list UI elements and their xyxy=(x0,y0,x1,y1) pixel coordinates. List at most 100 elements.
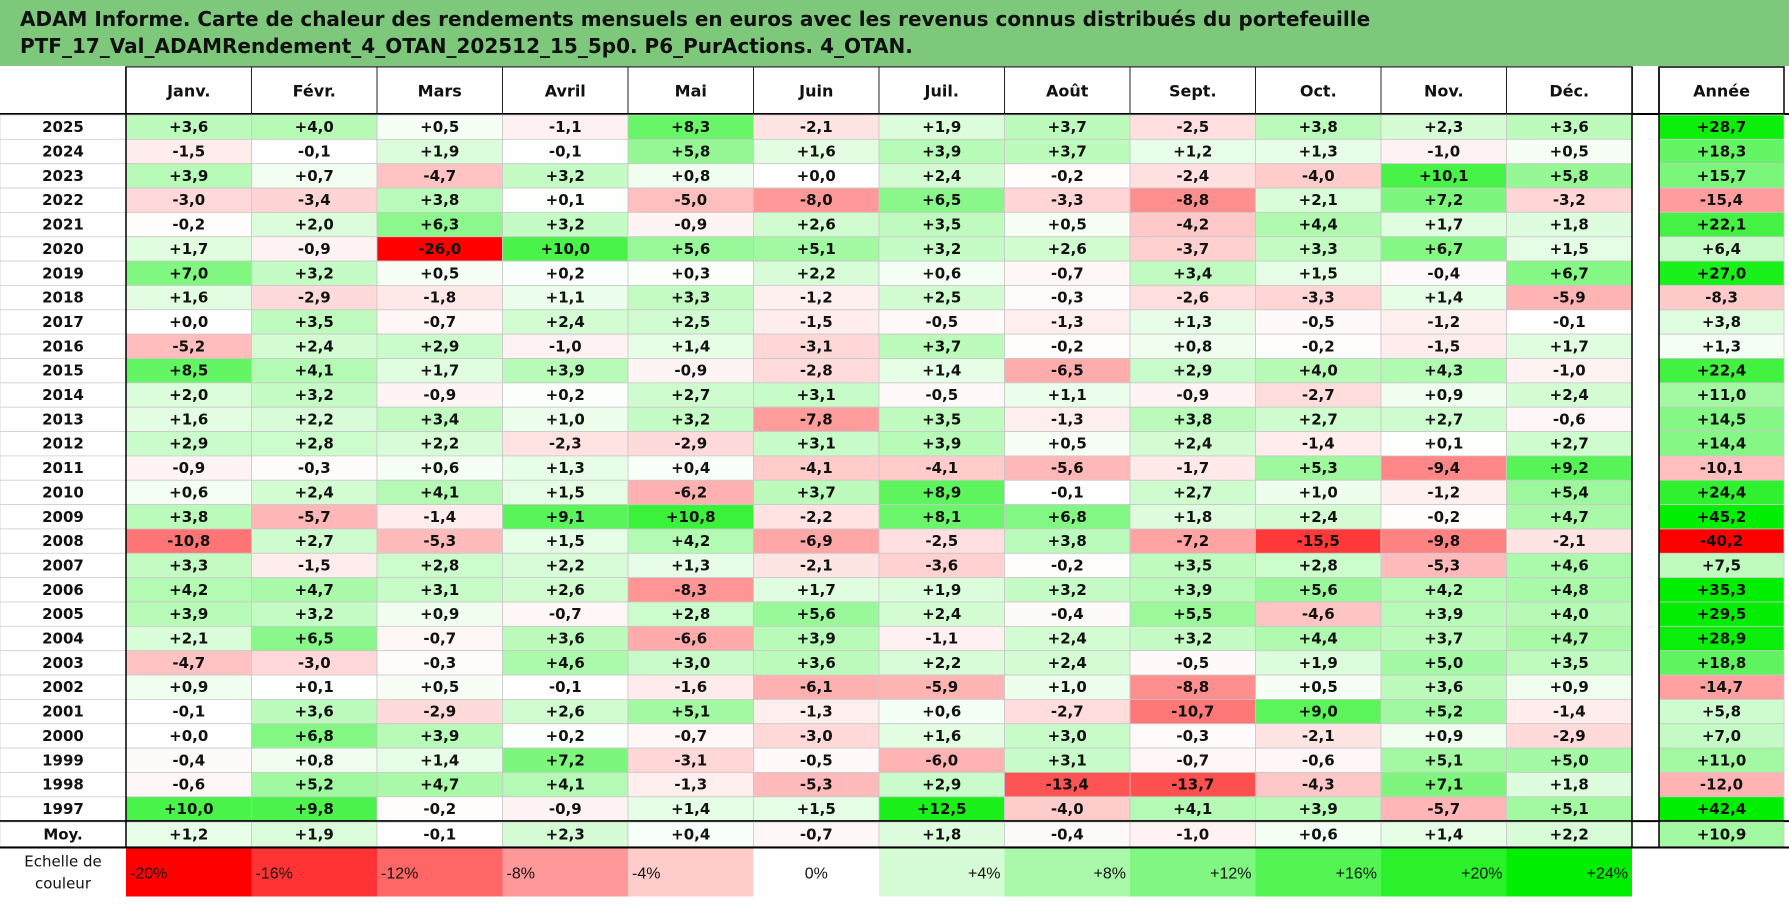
heatmap-row-value: +3,2 xyxy=(295,264,334,282)
heatmap-row-value: +1,7 xyxy=(797,581,836,599)
heatmap-row-value: -0,2 xyxy=(172,216,205,234)
heatmap-row-cell xyxy=(753,601,880,627)
heatmap-row-value: -4,1 xyxy=(800,459,833,477)
heatmap-row-cell xyxy=(878,260,1005,286)
heatmap-row-value: -2,6 xyxy=(1176,289,1209,307)
scale-swatch xyxy=(879,848,1005,897)
heatmap-row-value: -0,1 xyxy=(172,703,205,721)
heatmap-row-cell xyxy=(1380,236,1507,262)
heatmap-row-label: 2017 xyxy=(42,313,84,331)
heatmap-row-cell xyxy=(627,455,754,481)
heatmap-row-value: -9,8 xyxy=(1427,532,1460,550)
heatmap-row-value: -2,9 xyxy=(1553,727,1586,745)
heatmap-row-label-cell xyxy=(0,382,127,408)
heatmap-row-value: +3,9 xyxy=(169,605,208,623)
heatmap-row-value: +3,9 xyxy=(1299,800,1338,818)
average-row-cell xyxy=(753,821,880,847)
heatmap-row-cell xyxy=(1129,285,1256,311)
heatmap-row-value: -8,3 xyxy=(674,581,707,599)
heatmap-row-cell xyxy=(753,699,880,725)
heatmap-row-value: +1,0 xyxy=(1048,678,1087,696)
heatmap-row-cell xyxy=(1129,504,1256,530)
heatmap-row-cell xyxy=(627,236,754,262)
month-header-cell xyxy=(627,66,754,115)
heatmap-row-cell xyxy=(1255,236,1382,262)
heatmap-row-cell xyxy=(376,747,503,773)
heatmap-row-cell xyxy=(1380,528,1507,554)
heatmap-row-label: 2004 xyxy=(42,630,84,648)
average-row-value: -1,0 xyxy=(1176,825,1209,843)
average-row-year-value: +10,9 xyxy=(1697,825,1747,843)
heatmap-row-cell xyxy=(753,772,880,798)
heatmap-row-value: -1,5 xyxy=(298,556,331,574)
heatmap-row-value: -0,2 xyxy=(1427,508,1460,526)
heatmap-row-cell xyxy=(627,772,754,798)
heatmap-row-year-value: +7,0 xyxy=(1702,727,1741,745)
heatmap-row-cell xyxy=(1380,333,1507,359)
month-header-cell xyxy=(1129,66,1256,115)
heatmap-row-value: -2,1 xyxy=(1302,727,1335,745)
heatmap-row-value: +2,1 xyxy=(1299,191,1338,209)
heatmap-row-cell xyxy=(1255,406,1382,432)
heatmap-row-year-value: +35,3 xyxy=(1697,581,1747,599)
heatmap-row-value: +8,5 xyxy=(169,362,208,380)
heatmap-row-value: +4,7 xyxy=(295,581,334,599)
heatmap-row-cell xyxy=(753,650,880,676)
heatmap-row-cell xyxy=(1004,552,1131,579)
heatmap-row-value: -4,7 xyxy=(423,167,456,185)
heatmap-row-value: +4,0 xyxy=(1550,605,1589,623)
heatmap-row-label: 2022 xyxy=(42,191,84,209)
heatmap-row-value: +3,4 xyxy=(420,410,459,428)
heatmap-row-label: 2003 xyxy=(42,654,84,672)
heatmap-row-value: +2,8 xyxy=(420,556,459,574)
heatmap-row-year-cell xyxy=(1658,796,1785,822)
heatmap-row-value: +3,6 xyxy=(169,118,208,136)
heatmap-row-value: -1,5 xyxy=(800,313,833,331)
heatmap-row-value: +3,9 xyxy=(420,727,459,745)
heatmap-row-value: +1,9 xyxy=(922,581,961,599)
heatmap-row-value: +3,5 xyxy=(1550,654,1589,672)
heatmap-row-value: +3,8 xyxy=(420,191,459,209)
month-header-label: Nov. xyxy=(1424,82,1464,101)
heatmap-row-cell xyxy=(1255,309,1382,335)
heatmap-row-value: +2,7 xyxy=(1424,410,1463,428)
heatmap-row-cell xyxy=(1380,479,1507,506)
heatmap-row-cell xyxy=(1129,236,1256,262)
heatmap-row-cell xyxy=(376,625,503,652)
heatmap-row-cell xyxy=(1506,333,1633,359)
heatmap-row-value: -2,5 xyxy=(1176,118,1209,136)
heatmap-row-cell xyxy=(376,309,503,335)
heatmap-row-cell xyxy=(1255,455,1382,481)
heatmap-row-value: +5,6 xyxy=(671,240,710,258)
heatmap-row-value: +10,8 xyxy=(666,508,716,526)
heatmap-row-value: -0,4 xyxy=(1427,264,1460,282)
heatmap-row-year-value: +14,5 xyxy=(1697,410,1747,428)
heatmap-row-value: +3,2 xyxy=(922,240,961,258)
heatmap-row-label: 2006 xyxy=(42,581,84,599)
heatmap-row-value: +2,7 xyxy=(671,386,710,404)
heatmap-row-year-value: -10,1 xyxy=(1700,459,1743,477)
heatmap-row-value: +10,0 xyxy=(540,240,590,258)
month-header-cell xyxy=(1255,66,1382,115)
heatmap-row-value: -4,6 xyxy=(1302,605,1335,623)
scale-swatch xyxy=(377,848,503,897)
year-header-label: Année xyxy=(1693,82,1750,101)
heatmap-row-cell xyxy=(1004,309,1131,335)
heatmap-row-cell xyxy=(753,333,880,359)
heatmap-row-value: +0,9 xyxy=(169,678,208,696)
heatmap-row-label: 2010 xyxy=(42,483,84,501)
heatmap-row-cell xyxy=(1380,577,1507,603)
heatmap-row-value: -1,7 xyxy=(1176,459,1209,477)
heatmap-row-value: +0,3 xyxy=(671,264,710,282)
heatmap-row-value: -0,9 xyxy=(172,459,205,477)
heatmap-row-value: -13,4 xyxy=(1046,776,1089,794)
scale-swatch xyxy=(1381,848,1507,897)
heatmap-row-value: +6,5 xyxy=(295,630,334,648)
heatmap-row-label: 1997 xyxy=(42,800,84,818)
heatmap-row-year-cell xyxy=(1658,747,1785,773)
heatmap-row-label: 2015 xyxy=(42,362,84,380)
heatmap-row-value: +4,8 xyxy=(1550,581,1589,599)
heatmap-row-value: -2,1 xyxy=(800,118,833,136)
heatmap-row-year-value: +22,4 xyxy=(1697,362,1747,380)
heatmap-row-value: +3,2 xyxy=(1048,581,1087,599)
